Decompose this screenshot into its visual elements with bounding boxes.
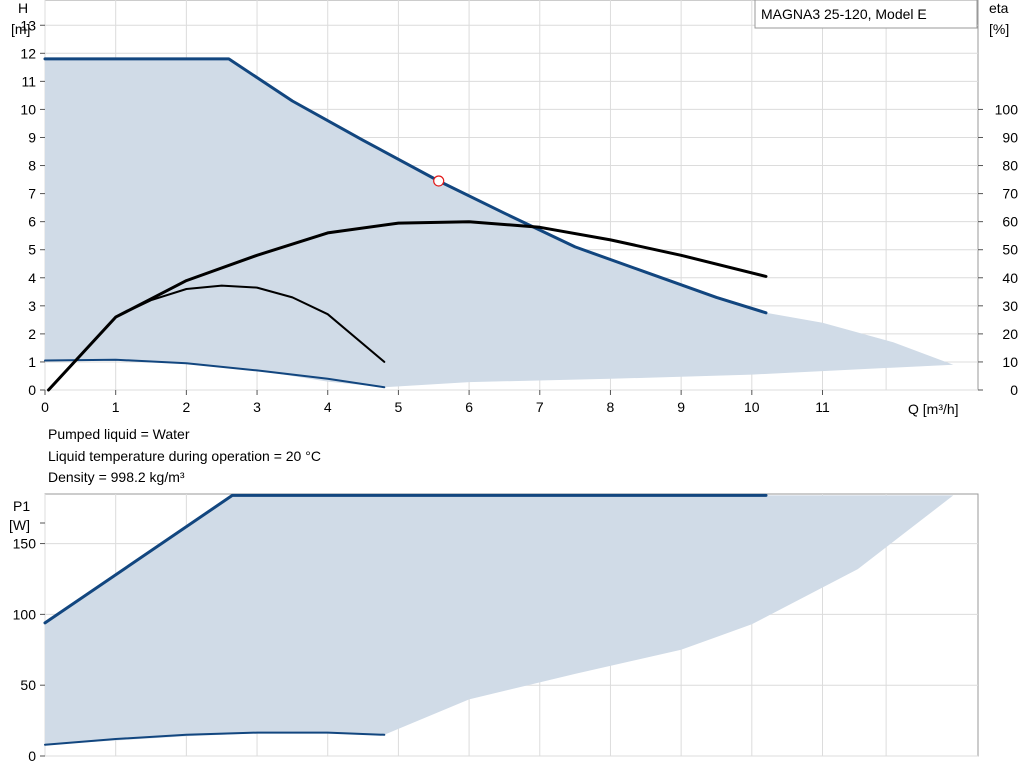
h-tick-label: 11: [21, 73, 36, 89]
x-tick-label: 7: [536, 399, 544, 415]
p1-tick-label: 50: [20, 677, 36, 693]
h-tick-label: 3: [28, 298, 36, 314]
x-tick-label: 4: [324, 399, 332, 415]
x-tick-label: 5: [395, 399, 403, 415]
eta-tick-label: 40: [1002, 270, 1018, 286]
p1-tick-label: 0: [28, 748, 36, 764]
h-tick-label: 2: [28, 326, 36, 342]
h-tick-label: 12: [20, 45, 36, 61]
power-ticks: 0 50 100 150: [13, 522, 45, 764]
h-tick-label: 10: [20, 101, 36, 117]
p1-axis-label: P1: [13, 498, 30, 514]
eta-tick-label: 20: [1002, 326, 1018, 342]
eta-tick-label: 0: [1010, 382, 1018, 398]
h-axis-label: H: [18, 0, 28, 16]
eta-tick-label: 90: [1002, 129, 1018, 145]
x-tick-label: 11: [815, 399, 830, 415]
h-axis-unit: [m]: [11, 21, 30, 37]
head-series: [43, 57, 768, 392]
head-curve-0: [43, 57, 768, 315]
h-tick-label: 7: [28, 186, 36, 202]
h-tick-label: 1: [28, 354, 36, 370]
x-tick-label: 10: [744, 399, 760, 415]
h-tick-label: 5: [28, 242, 36, 258]
eta-tick-label: 80: [1002, 158, 1018, 174]
x-tick-label: 1: [112, 399, 120, 415]
h-tick-label: 9: [28, 129, 36, 145]
head-efficiency-panel: 0 1 2 3 4 5 6 7 8 9 10 1101234567891011121301020304…: [11, 0, 1018, 485]
note-pumped-liquid: Pumped liquid = Water: [48, 426, 190, 442]
x-tick-label: 6: [465, 399, 473, 415]
eta-tick-label: 60: [1002, 214, 1018, 230]
power-panel: 0 50 100 150 P1 [W]: [9, 493, 979, 764]
eta-tick-label: 50: [1002, 242, 1018, 258]
h-tick-label: 8: [28, 158, 36, 174]
power-operating-area: [45, 495, 954, 745]
h-tick-label: 4: [28, 270, 36, 286]
p1-axis-unit: [W]: [9, 517, 30, 533]
h-tick-label: 13: [20, 17, 36, 33]
x-tick-label: 0: [41, 399, 49, 415]
note-liquid-temperature: Liquid temperature during operation = 20…: [48, 448, 321, 464]
x-tick-label: 8: [607, 399, 615, 415]
head-ticks: 0 1 2 3 4 5 6 7 8 9 10 1101234567891011121301020304…: [20, 17, 1018, 415]
eta-tick-label: 100: [995, 101, 1019, 117]
eta-tick-label: 10: [1002, 354, 1018, 370]
note-density: Density = 998.2 kg/m³: [48, 469, 185, 485]
h-tick-label: 6: [28, 214, 36, 230]
eta-axis-unit: [%]: [989, 21, 1009, 37]
eta-tick-label: 70: [1002, 186, 1018, 202]
x-tick-label: 3: [253, 399, 261, 415]
eta-tick-label: 30: [1002, 298, 1018, 314]
p1-tick-label: 150: [13, 536, 37, 552]
eta-axis-label: eta: [989, 0, 1009, 16]
x-tick-label: 9: [677, 399, 685, 415]
power-series: [43, 493, 768, 746]
eta-curve-3: [47, 284, 386, 391]
h-tick-label: 0: [28, 382, 36, 398]
power-curve-1: [44, 731, 386, 746]
x-tick-label: 2: [182, 399, 190, 415]
chart-title: MAGNA3 25-120, Model E: [761, 6, 927, 22]
head-curve-1: [44, 358, 386, 389]
power-curve-0: [43, 493, 768, 625]
power-area-fill: [45, 495, 954, 745]
title-box: [754, 0, 978, 29]
duty-point-marker: [433, 175, 445, 187]
p1-tick-label: 100: [13, 606, 37, 622]
q-axis-label: Q [m³/h]: [908, 401, 959, 417]
eta-curve-2: [47, 220, 768, 392]
